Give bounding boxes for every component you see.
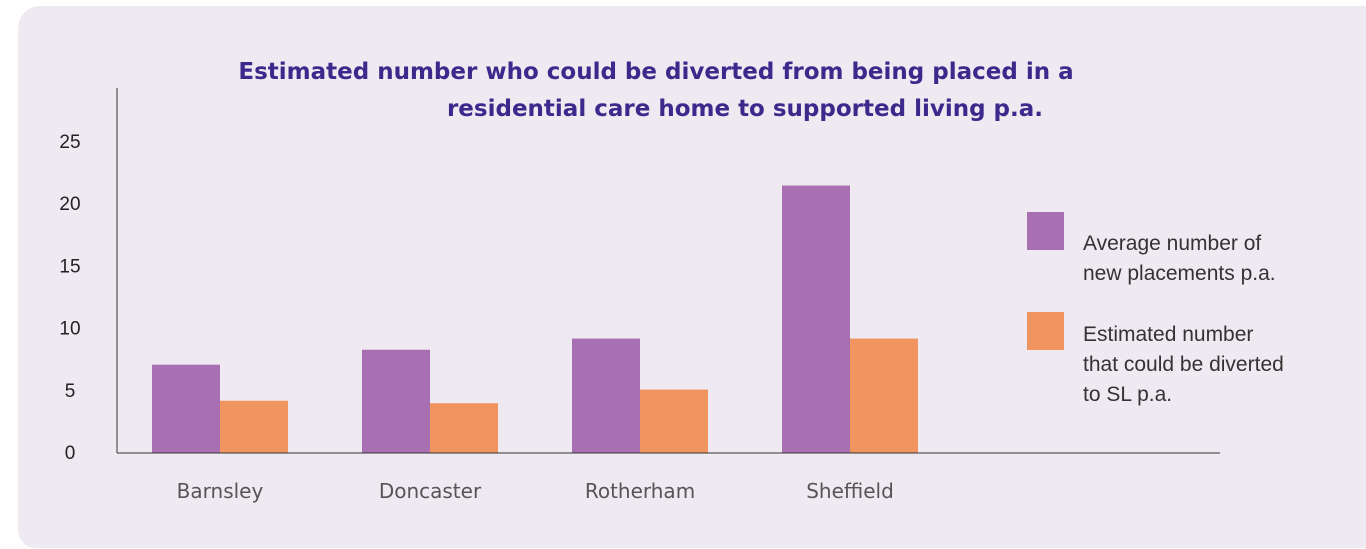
bar-sheffield-series-2 <box>850 338 918 453</box>
x-category-label: Doncaster <box>379 479 482 503</box>
bar-barnsley-series-2 <box>220 400 288 453</box>
bars <box>152 185 918 454</box>
y-tick-label: 10 <box>59 319 80 340</box>
chart-title-line-2: residential care home to supported livin… <box>447 96 1043 122</box>
bar-doncaster-series-1 <box>362 349 430 453</box>
legend-label-2: Estimated number <box>1083 323 1253 346</box>
legend-swatch-2 <box>1027 312 1064 350</box>
legend-label-2: that could be diverted <box>1083 353 1284 376</box>
y-tick-label: 15 <box>59 256 80 277</box>
y-tick-label: 5 <box>65 381 76 402</box>
bar-barnsley-series-1 <box>152 364 220 453</box>
legend-swatch-1 <box>1027 212 1064 250</box>
chart-title-line-1: Estimated number who could be diverted f… <box>238 59 1073 85</box>
bar-rotherham-series-2 <box>640 389 708 453</box>
legend-label-1: new placements p.a. <box>1083 262 1276 285</box>
y-tick-label: 25 <box>59 132 80 153</box>
chart-panel <box>18 6 1366 548</box>
bar-doncaster-series-2 <box>430 403 498 453</box>
x-category-label: Sheffield <box>806 479 894 503</box>
y-axis-tick-labels: 0 5 10 15 20 25 <box>59 132 80 464</box>
x-category-label: Rotherham <box>585 479 695 503</box>
y-tick-label: 20 <box>59 194 80 215</box>
chart-title: Estimated number who could be diverted f… <box>238 59 1073 122</box>
y-tick-label: 0 <box>65 443 76 464</box>
x-category-label: Barnsley <box>177 479 264 503</box>
bar-rotherham-series-1 <box>572 338 640 453</box>
x-axis-category-labels: Barnsley Doncaster Rotherham Sheffield <box>177 479 894 503</box>
bar-sheffield-series-1 <box>782 185 850 454</box>
legend-label-1: Average number of <box>1083 232 1261 255</box>
legend-label-2: to SL p.a. <box>1083 383 1172 406</box>
legend: Average number of new placements p.a. Esti… <box>1027 212 1284 406</box>
